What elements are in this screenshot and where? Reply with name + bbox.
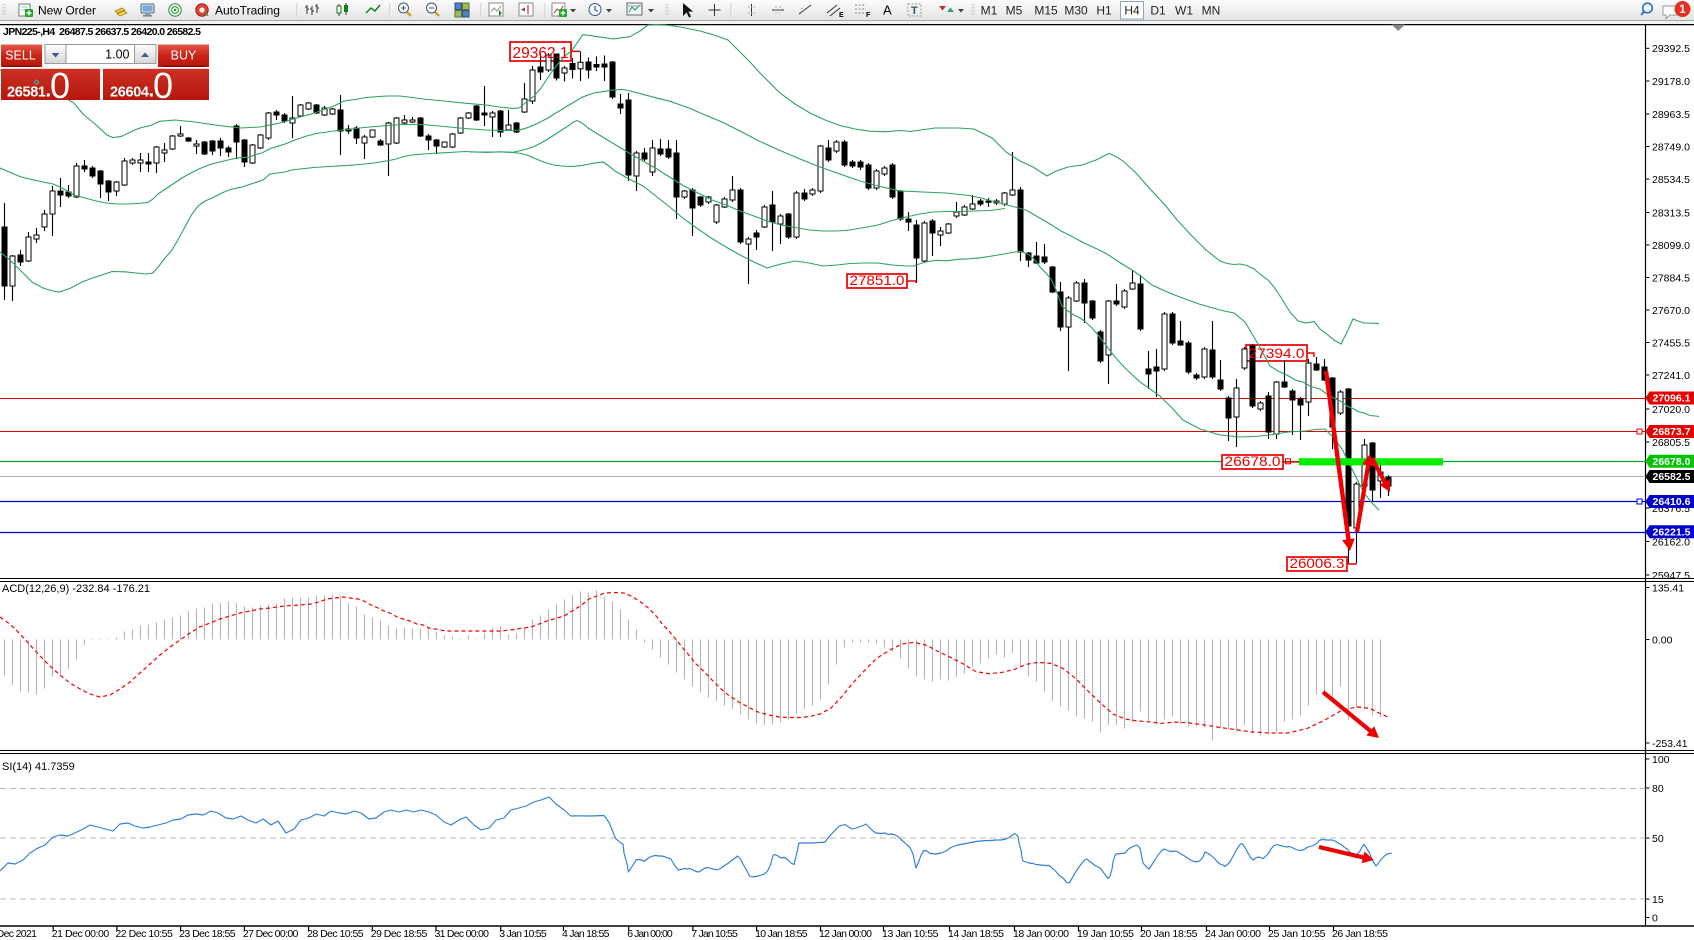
svg-text:26410.6: 26410.6 [1653, 496, 1691, 508]
svg-text:27455.5: 27455.5 [1652, 337, 1690, 349]
svg-text:M1: M1 [981, 4, 998, 18]
svg-text:20 Dec 2021: 20 Dec 2021 [0, 928, 37, 940]
svg-text:E: E [839, 12, 844, 19]
svg-text:M30: M30 [1064, 4, 1088, 18]
svg-text:27241.0: 27241.0 [1652, 370, 1690, 382]
svg-text:H1: H1 [1096, 4, 1112, 18]
svg-text:25947.5: 25947.5 [1652, 570, 1690, 582]
svg-text:0.00: 0.00 [1652, 634, 1673, 646]
svg-text:26678.0: 26678.0 [1653, 456, 1691, 468]
svg-text:.: . [46, 80, 52, 102]
svg-text:ACD(12,26,9) -232.84 -176.21: ACD(12,26,9) -232.84 -176.21 [2, 583, 150, 595]
svg-text:26581: 26581 [7, 85, 46, 101]
svg-text:27884.5: 27884.5 [1652, 272, 1690, 284]
svg-text:.: . [149, 80, 155, 102]
svg-text:10 Jan 18:55: 10 Jan 18:55 [755, 928, 808, 940]
svg-text:0: 0 [1652, 912, 1658, 924]
svg-text:15: 15 [1652, 894, 1664, 906]
svg-text:27394.0: 27394.0 [1249, 345, 1305, 361]
svg-text:28099.0: 28099.0 [1652, 240, 1690, 252]
svg-text:1.00: 1.00 [105, 48, 129, 62]
svg-text:19 Jan 10:55: 19 Jan 10:55 [1077, 928, 1134, 940]
svg-text:27851.0: 27851.0 [850, 273, 905, 288]
svg-text:26873.7: 26873.7 [1653, 426, 1691, 438]
svg-text:SI(14) 41.7359: SI(14) 41.7359 [2, 761, 75, 773]
svg-text:21 Dec 00:00: 21 Dec 00:00 [52, 928, 110, 940]
svg-text:20 Jan 18:55: 20 Jan 18:55 [1140, 928, 1198, 940]
svg-text:13 Jan 10:55: 13 Jan 10:55 [882, 928, 939, 940]
svg-text:29178.0: 29178.0 [1652, 76, 1690, 88]
svg-text:26221.5: 26221.5 [1653, 527, 1691, 539]
svg-text:28963.5: 28963.5 [1652, 109, 1690, 121]
svg-text:29 Dec 18:55: 29 Dec 18:55 [371, 928, 428, 940]
svg-text:14 Jan 18:55: 14 Jan 18:55 [948, 928, 1004, 940]
svg-text:H4: H4 [1124, 4, 1140, 18]
svg-text:28313.5: 28313.5 [1652, 207, 1690, 219]
svg-text:26006.3: 26006.3 [1290, 556, 1345, 571]
svg-text:0: 0 [50, 65, 70, 106]
svg-text:12 Jan 00:00: 12 Jan 00:00 [819, 928, 872, 940]
svg-text:27 Dec 00:00: 27 Dec 00:00 [243, 928, 299, 940]
svg-text:1: 1 [1679, 4, 1686, 16]
svg-text:24 Jan 00:00: 24 Jan 00:00 [1205, 928, 1261, 940]
svg-text:50: 50 [1652, 833, 1664, 845]
svg-text:100: 100 [1652, 754, 1670, 766]
svg-text:SELL: SELL [5, 49, 36, 63]
svg-text:T: T [911, 5, 918, 17]
svg-text:26582.5: 26582.5 [1653, 471, 1691, 483]
svg-text:-253.41: -253.41 [1652, 738, 1688, 750]
svg-text:W1: W1 [1175, 4, 1193, 18]
svg-text:26805.5: 26805.5 [1652, 437, 1690, 449]
svg-text:80: 80 [1652, 783, 1664, 795]
svg-text:AutoTrading: AutoTrading [215, 4, 280, 18]
svg-text:25 Jan 10:55: 25 Jan 10:55 [1268, 928, 1326, 940]
svg-text:M5: M5 [1006, 4, 1023, 18]
svg-text:29362.1: 29362.1 [513, 45, 569, 62]
svg-text:26604: 26604 [110, 85, 149, 101]
svg-text:23 Dec 18:55: 23 Dec 18:55 [179, 928, 236, 940]
svg-text:MN: MN [1202, 4, 1221, 18]
svg-text:27020.0: 27020.0 [1652, 404, 1690, 416]
svg-text:JPN225-,H4 26487.5 26637.5 26: JPN225-,H4 26487.5 26637.5 26420.0 26582… [3, 26, 201, 38]
svg-text:28534.5: 28534.5 [1652, 174, 1690, 186]
svg-text:27670.0: 27670.0 [1652, 305, 1690, 317]
svg-text:F: F [866, 12, 871, 19]
svg-text:A: A [883, 3, 892, 18]
svg-text:26162.0: 26162.0 [1652, 536, 1690, 548]
svg-text:26 Jan 18:55: 26 Jan 18:55 [1332, 928, 1388, 940]
svg-text:7 Jan 10:55: 7 Jan 10:55 [691, 928, 738, 940]
svg-text:18 Jan 00:00: 18 Jan 00:00 [1013, 928, 1069, 940]
svg-text:29392.5: 29392.5 [1652, 43, 1690, 55]
svg-text:New Order: New Order [38, 4, 96, 18]
svg-text:28 Dec 10:55: 28 Dec 10:55 [307, 928, 364, 940]
svg-text:3 Jan 10:55: 3 Jan 10:55 [499, 928, 547, 940]
svg-text:BUY: BUY [171, 49, 197, 63]
svg-text:26678.0: 26678.0 [1225, 454, 1281, 469]
svg-text:4 Jan 18:55: 4 Jan 18:55 [562, 928, 610, 940]
svg-text:27096.1: 27096.1 [1653, 393, 1691, 405]
svg-text:0: 0 [153, 65, 173, 106]
svg-text:22 Dec 10:55: 22 Dec 10:55 [115, 928, 173, 940]
svg-text:135.41: 135.41 [1652, 582, 1684, 594]
svg-text:31 Dec 00:00: 31 Dec 00:00 [435, 928, 490, 940]
svg-text:6 Jan 00:00: 6 Jan 00:00 [627, 928, 673, 940]
svg-text:D1: D1 [1150, 4, 1166, 18]
svg-text:28749.0: 28749.0 [1652, 141, 1690, 153]
svg-text:M15: M15 [1034, 4, 1058, 18]
